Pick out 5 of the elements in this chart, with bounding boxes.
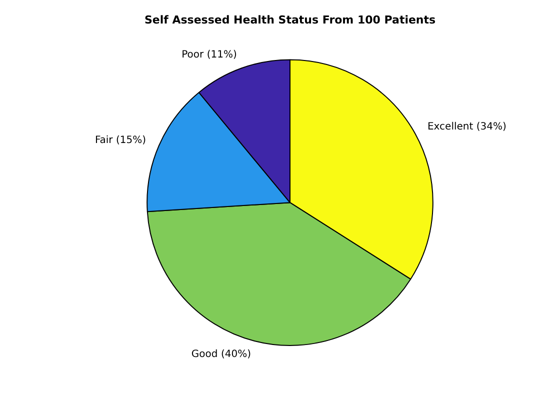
slice-label: Fair (15%)	[94, 134, 146, 146]
slice-label: Good (40%)	[191, 349, 252, 360]
slice-label: Poor (11%)	[182, 50, 237, 61]
slice-label: Excellent (34%)	[427, 122, 506, 133]
chart-title: Self Assessed Health Status From 100 Patients	[144, 13, 436, 26]
